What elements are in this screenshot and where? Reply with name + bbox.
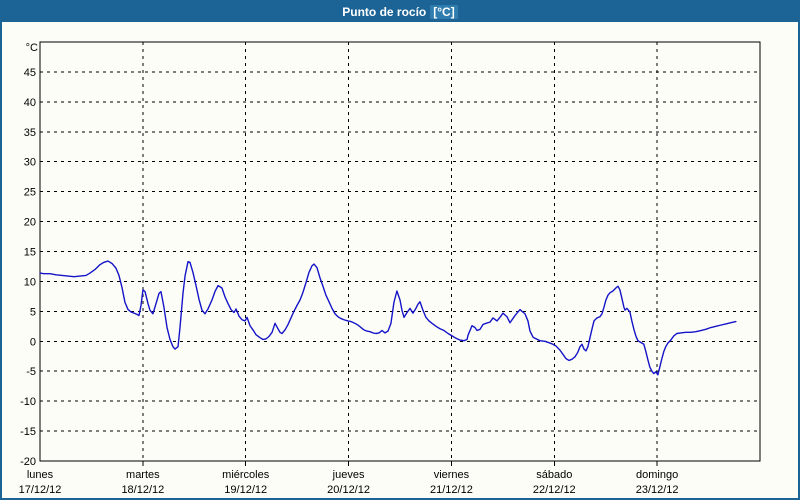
day-label-date: 19/12/12 (224, 484, 267, 496)
day-label-date: 18/12/12 (121, 484, 164, 496)
y-tick-label: 5 (30, 306, 36, 318)
day-label-date: 21/12/12 (430, 484, 473, 496)
y-tick-label: 15 (24, 247, 36, 259)
chart-title-unit: [°C] (430, 5, 458, 19)
y-tick-label: 35 (24, 127, 36, 139)
y-tick-label: 20 (24, 217, 36, 229)
dewpoint-line (39, 260, 737, 376)
y-tick-label: 40 (24, 97, 36, 109)
title-bar: Punto de rocío [°C] (2, 2, 798, 22)
day-label-weekday: jueves (332, 469, 365, 481)
y-tick-label: -15 (20, 426, 36, 438)
day-label-weekday: miércoles (222, 469, 270, 481)
chart-title: Punto de rocío (342, 5, 427, 19)
day-label-weekday: lunes (27, 469, 54, 481)
y-tick-label: 30 (24, 157, 36, 169)
y-tick-label: -5 (26, 366, 36, 378)
y-tick-label: 10 (24, 276, 36, 288)
day-label-date: 20/12/12 (327, 484, 370, 496)
y-tick-label: 45 (24, 67, 36, 79)
y-axis-unit: °C (26, 42, 38, 54)
day-label-weekday: martes (126, 469, 160, 481)
y-tick-label: 0 (30, 336, 36, 348)
dewpoint-chart: 45 40 35 30 25 20 15 10 5 0 -5 -10 -15 -20 °C lunes 17/1… (19, 41, 761, 496)
day-label-date: 23/12/12 (636, 484, 679, 496)
day-label-weekday: domingo (636, 469, 678, 481)
y-tick-label: 25 (24, 187, 36, 199)
day-label-weekday: sábado (536, 469, 572, 481)
day-label-date: 17/12/12 (19, 484, 62, 496)
y-tick-label: -10 (20, 396, 36, 408)
plot-border (39, 41, 761, 462)
day-label-date: 22/12/12 (533, 484, 576, 496)
chart-area: 45 40 35 30 25 20 15 10 5 0 -5 -10 -15 -20 °C lunes 17/1… (2, 22, 798, 498)
y-tick-label: -20 (20, 456, 36, 468)
day-label-weekday: viernes (434, 469, 470, 481)
